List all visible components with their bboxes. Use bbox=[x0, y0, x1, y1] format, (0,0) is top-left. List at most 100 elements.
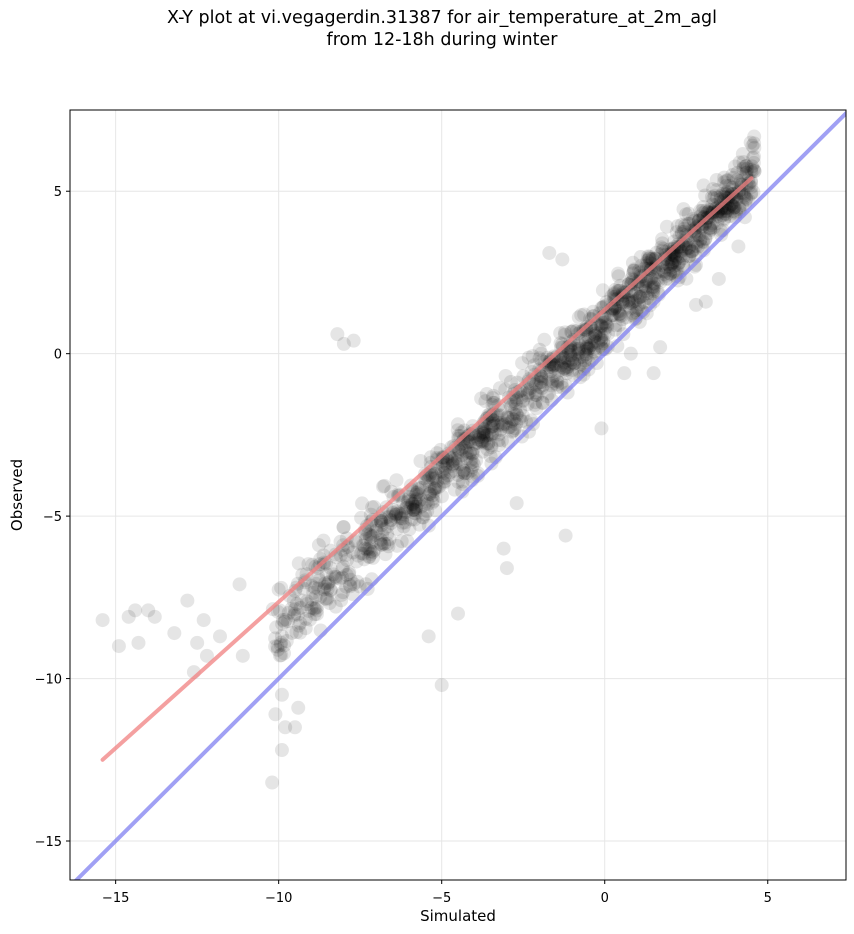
data-point bbox=[147, 609, 162, 624]
data-point bbox=[455, 484, 470, 499]
data-point bbox=[578, 347, 593, 362]
data-point bbox=[274, 687, 289, 702]
data-point bbox=[287, 720, 302, 735]
data-point bbox=[640, 291, 655, 306]
data-point bbox=[622, 296, 637, 311]
data-point bbox=[335, 570, 350, 585]
data-point bbox=[681, 249, 696, 264]
data-point bbox=[515, 356, 530, 371]
data-point bbox=[718, 190, 733, 205]
data-point bbox=[301, 603, 316, 618]
data-point bbox=[577, 344, 592, 359]
data-point bbox=[599, 317, 614, 332]
data-point bbox=[569, 355, 584, 370]
data-point bbox=[321, 575, 336, 590]
data-point bbox=[520, 382, 535, 397]
data-point bbox=[456, 463, 471, 478]
data-point bbox=[317, 580, 332, 595]
data-point bbox=[535, 395, 550, 410]
data-point bbox=[730, 172, 745, 187]
data-point bbox=[713, 188, 728, 203]
data-point bbox=[394, 534, 409, 549]
data-point bbox=[586, 309, 601, 324]
data-point bbox=[382, 532, 397, 547]
data-point bbox=[474, 425, 489, 440]
data-point bbox=[667, 258, 682, 273]
data-point bbox=[403, 493, 418, 508]
data-point bbox=[448, 452, 463, 467]
data-point bbox=[598, 321, 613, 336]
data-point bbox=[520, 388, 535, 403]
data-point bbox=[696, 199, 711, 214]
data-point bbox=[377, 522, 392, 537]
data-point bbox=[323, 582, 338, 597]
data-point bbox=[624, 295, 639, 310]
data-point bbox=[475, 444, 490, 459]
data-point bbox=[352, 579, 367, 594]
data-point bbox=[689, 297, 704, 312]
data-point bbox=[579, 341, 594, 356]
data-point bbox=[656, 263, 671, 278]
data-point bbox=[627, 294, 642, 309]
data-point bbox=[329, 570, 344, 585]
data-point bbox=[565, 352, 580, 367]
data-point bbox=[689, 238, 704, 253]
data-point bbox=[695, 203, 710, 218]
data-point bbox=[485, 413, 500, 428]
y-tick-label: 0 bbox=[54, 348, 62, 363]
data-point bbox=[718, 198, 733, 213]
data-point bbox=[375, 513, 390, 528]
data-point bbox=[578, 353, 593, 368]
data-point bbox=[287, 608, 302, 623]
data-point bbox=[476, 426, 491, 441]
data-point bbox=[741, 192, 756, 207]
data-point bbox=[731, 239, 746, 254]
data-point bbox=[377, 478, 392, 493]
data-point bbox=[322, 596, 337, 611]
data-point bbox=[277, 646, 292, 661]
data-point bbox=[626, 263, 641, 278]
data-point bbox=[676, 202, 691, 217]
data-point bbox=[596, 334, 611, 349]
data-point bbox=[629, 302, 644, 317]
data-point bbox=[679, 248, 694, 263]
data-point bbox=[633, 250, 648, 265]
data-point bbox=[346, 333, 361, 348]
data-point bbox=[594, 421, 609, 436]
data-point bbox=[354, 546, 369, 561]
data-point bbox=[633, 281, 648, 296]
x-axis-label: Simulated bbox=[420, 907, 496, 925]
data-point bbox=[451, 443, 466, 458]
data-point bbox=[645, 280, 660, 295]
data-point bbox=[421, 496, 436, 511]
data-point bbox=[386, 505, 401, 520]
data-point bbox=[507, 423, 522, 438]
data-point bbox=[587, 327, 602, 342]
data-point bbox=[471, 435, 486, 450]
data-point bbox=[196, 613, 211, 628]
data-point bbox=[448, 440, 463, 455]
data-point bbox=[578, 336, 593, 351]
data-point bbox=[558, 325, 573, 340]
data-point bbox=[400, 500, 415, 515]
data-point bbox=[450, 467, 465, 482]
data-point bbox=[739, 192, 754, 207]
data-point bbox=[703, 218, 718, 233]
data-point bbox=[568, 352, 583, 367]
data-point bbox=[735, 146, 750, 161]
data-point bbox=[612, 304, 627, 319]
data-point bbox=[655, 232, 670, 247]
data-point bbox=[651, 264, 666, 279]
data-point bbox=[503, 374, 518, 389]
data-point bbox=[485, 391, 500, 406]
data-point bbox=[362, 550, 377, 565]
data-point bbox=[633, 289, 648, 304]
data-point bbox=[657, 260, 672, 275]
data-point bbox=[735, 197, 750, 212]
data-point bbox=[717, 211, 732, 226]
data-point bbox=[396, 519, 411, 534]
data-point bbox=[265, 775, 280, 790]
data-point bbox=[274, 635, 289, 650]
data-point bbox=[706, 191, 721, 206]
data-point bbox=[494, 408, 509, 423]
